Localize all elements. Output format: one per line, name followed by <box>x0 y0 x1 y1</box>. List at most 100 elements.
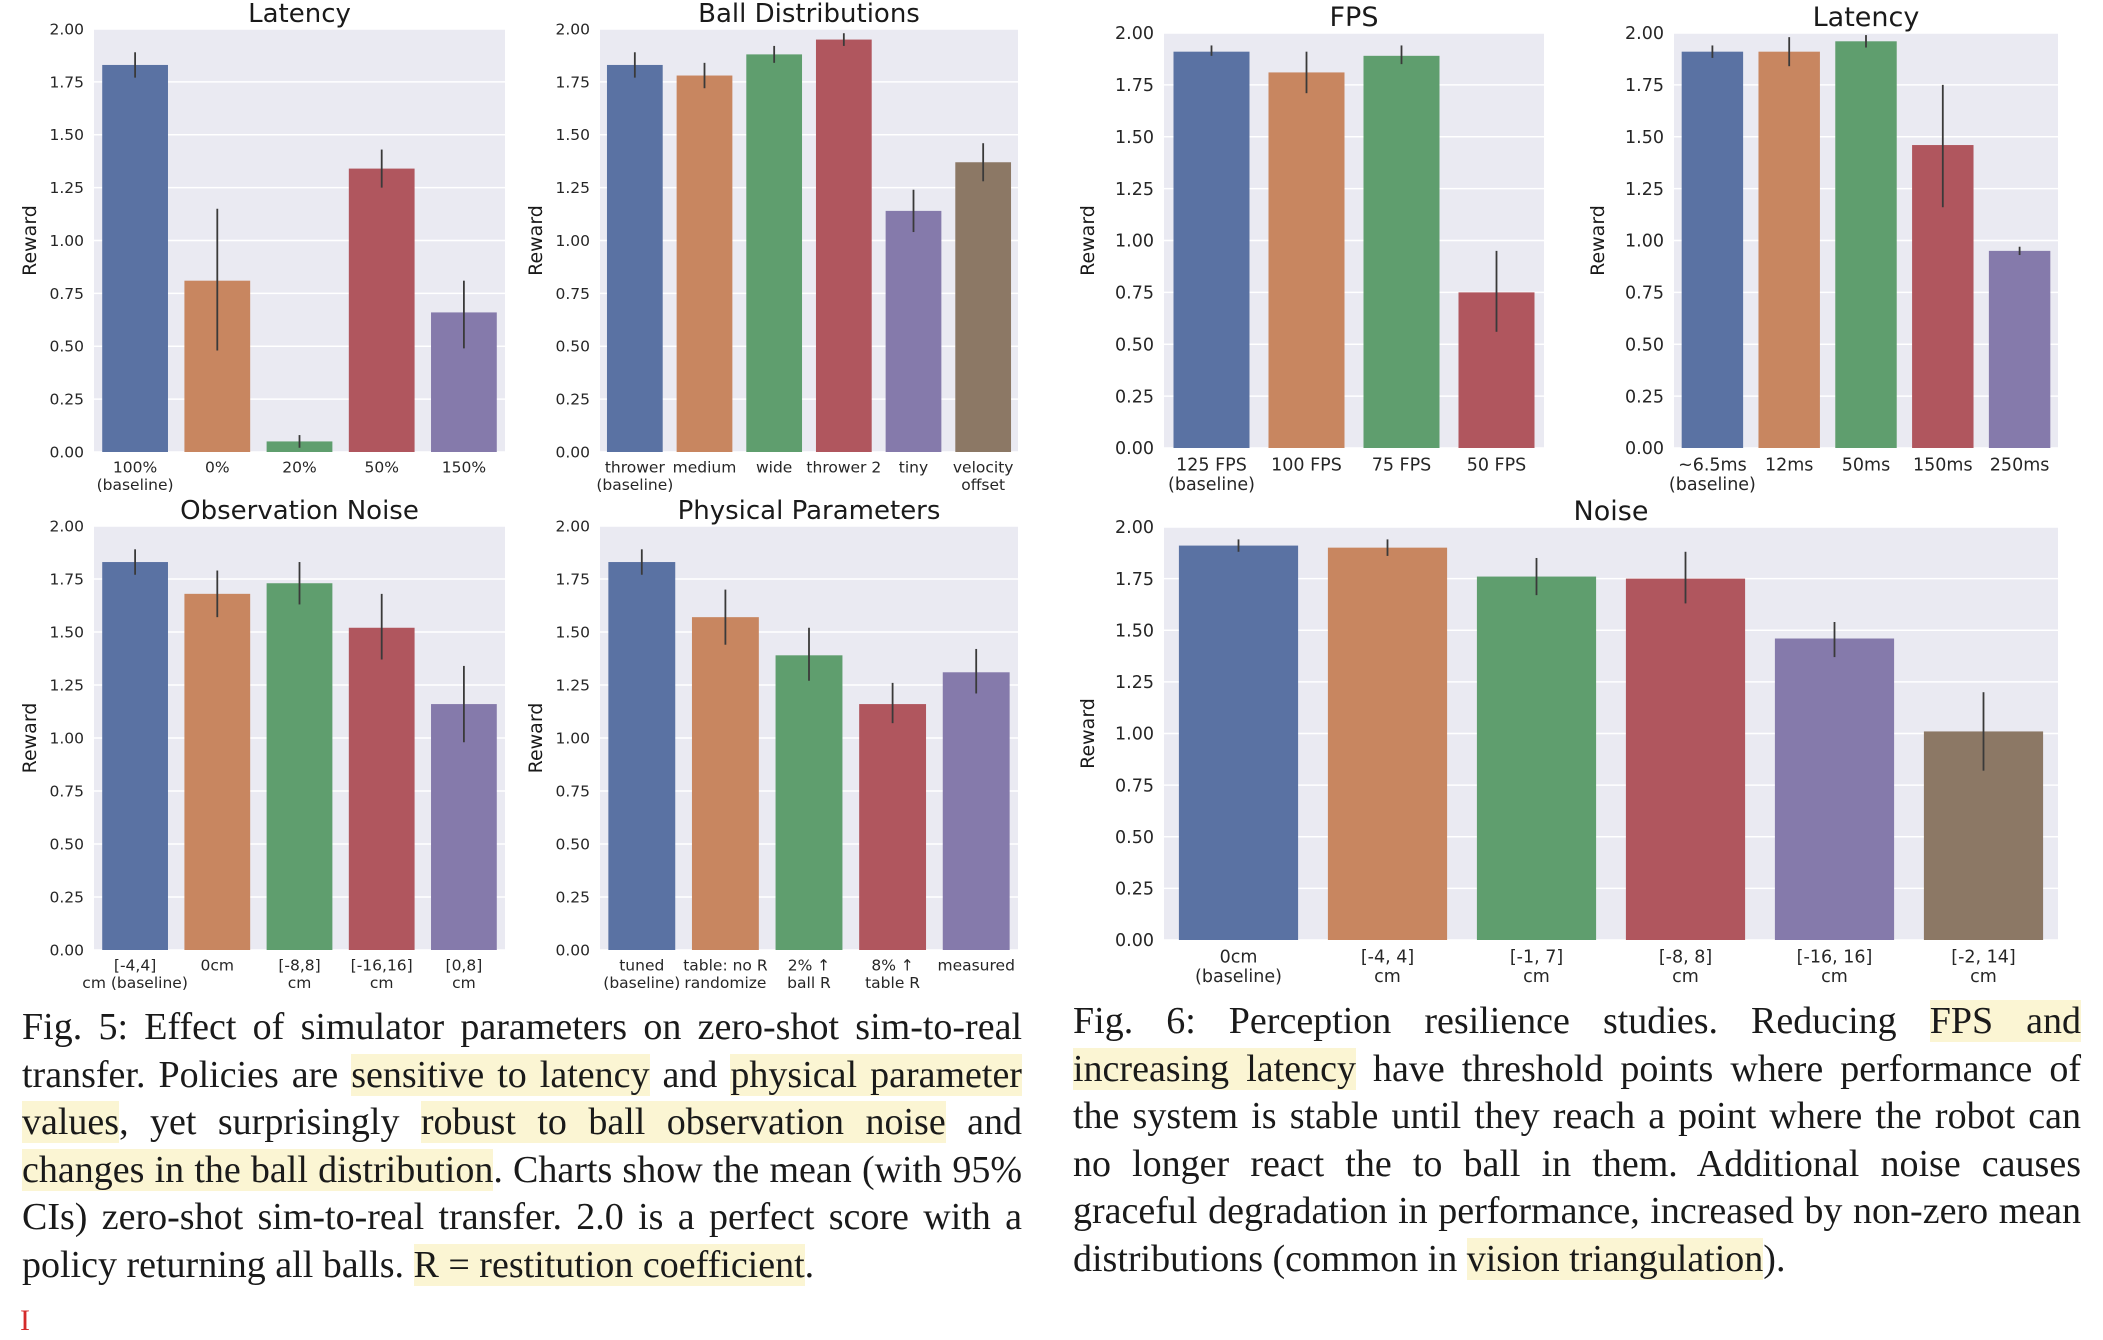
y-tick-label: 2.00 <box>555 20 590 38</box>
y-axis-label: Reward <box>1587 205 1609 276</box>
y-tick-label: 1.75 <box>555 570 590 588</box>
y-tick-label: 1.00 <box>555 729 590 747</box>
y-tick-label: 1.25 <box>49 676 84 694</box>
bar <box>1268 72 1345 449</box>
highlighted-text: robust to ball observation noise <box>420 1101 946 1143</box>
y-tick-label: 1.75 <box>1625 76 1664 96</box>
y-tick-label: 1.25 <box>49 179 84 197</box>
bar <box>1988 250 2051 448</box>
y-tick-label: 0.50 <box>555 835 590 853</box>
x-tick-label: [-4,4] <box>114 957 156 975</box>
bar <box>102 562 168 950</box>
chart-title: Noise <box>1574 496 1649 527</box>
bar <box>1681 51 1744 449</box>
x-tick-label: wide <box>756 459 792 477</box>
x-tick-label: (baseline) <box>1168 475 1255 495</box>
y-tick-label: 0.50 <box>1115 335 1154 355</box>
y-axis-label: Reward <box>1077 205 1099 276</box>
y-tick-label: 1.25 <box>1115 180 1154 200</box>
bar <box>1835 41 1897 449</box>
figure-5-caption: Fig. 5: Effect of simulator parameters o… <box>22 1004 1022 1289</box>
x-tick-label: (baseline) <box>1669 475 1756 495</box>
bar <box>746 54 803 452</box>
chart-title: Latency <box>248 0 351 29</box>
y-tick-label: 0.00 <box>1115 931 1154 951</box>
x-tick-label: 150ms <box>1913 456 1973 476</box>
bar <box>955 162 1012 452</box>
x-tick-label: [-2, 14] <box>1951 948 2016 968</box>
y-tick-label: 0.50 <box>1625 335 1664 355</box>
x-tick-label: table R <box>865 974 920 992</box>
y-tick-label: 1.00 <box>1625 232 1664 252</box>
x-tick-label: (baseline) <box>596 476 673 494</box>
x-tick-label: offset <box>961 476 1005 494</box>
y-tick-label: 0.75 <box>1115 284 1154 304</box>
chart-2: 0.00 0.25 0.50 0.75 1.00 1.25 1.50 1.75 2.00 thro… <box>525 0 1018 494</box>
y-tick-label: 1.00 <box>555 232 590 250</box>
bar <box>348 627 415 950</box>
y-tick-label: 0.75 <box>49 285 84 303</box>
y-tick-label: 1.75 <box>49 570 84 588</box>
y-tick-label: 0.75 <box>49 782 84 800</box>
y-tick-label: 2.00 <box>49 20 84 38</box>
bar <box>676 75 733 452</box>
x-tick-label: thrower 2 <box>806 459 881 477</box>
y-tick-label: 1.75 <box>1115 570 1154 590</box>
y-tick-label: 0.50 <box>49 338 84 356</box>
caption-text: have threshold points where performance … <box>1073 1047 2082 1280</box>
y-axis-label: Reward <box>19 703 41 774</box>
x-tick-label: [-4, 4] <box>1361 948 1414 968</box>
bar <box>606 64 663 452</box>
caption-text: , yet surprisingly <box>119 1101 421 1143</box>
y-tick-label: 1.75 <box>1115 76 1154 96</box>
y-tick-label: 1.00 <box>1115 232 1154 252</box>
x-tick-label: cm <box>1821 967 1848 987</box>
y-tick-label: 0.50 <box>49 835 84 853</box>
y-tick-label: 2.00 <box>1115 518 1154 538</box>
y-tick-label: 0.00 <box>49 941 84 959</box>
bar <box>184 593 251 950</box>
highlighted-text: changes in the ball distribution <box>22 1148 494 1191</box>
y-tick-label: 0.75 <box>1625 284 1664 304</box>
y-tick-label: 0.75 <box>555 285 590 303</box>
x-tick-label: 20% <box>282 459 316 477</box>
figure-6-caption: Fig. 6: Perception resilience studies. R… <box>1073 998 2081 1283</box>
y-tick-label: 0.25 <box>49 391 84 409</box>
x-tick-label: ~6.5ms <box>1678 456 1747 476</box>
y-tick-label: 1.25 <box>555 676 590 694</box>
y-tick-label: 0.00 <box>49 443 84 461</box>
x-tick-label: 75 FPS <box>1372 456 1432 476</box>
y-tick-label: 0.00 <box>555 443 590 461</box>
chart-title: Latency <box>1813 2 1920 33</box>
y-tick-label: 1.75 <box>49 73 84 91</box>
y-axis-label: Reward <box>19 205 41 276</box>
bar <box>431 704 497 950</box>
x-tick-label: cm (baseline) <box>82 974 188 992</box>
x-tick-label: 50 FPS <box>1467 456 1527 476</box>
x-tick-label: table: no R <box>683 957 768 975</box>
y-axis-label: Reward <box>525 205 547 276</box>
chart-3: 0.00 0.25 0.50 0.75 1.00 1.25 1.50 1.75 2.00 125 … <box>1077 2 1544 495</box>
y-tick-label: 0.25 <box>1115 387 1154 407</box>
y-tick-label: 1.50 <box>1115 621 1154 641</box>
bar <box>608 562 676 950</box>
y-tick-label: 2.00 <box>49 517 84 535</box>
x-tick-label: [0,8] <box>446 957 483 975</box>
x-tick-label: velocity <box>953 459 1014 477</box>
chart-7: 0.00 0.25 0.50 0.75 1.00 1.25 1.50 1.75 2.00 0cm(… <box>1077 496 2058 987</box>
x-tick-label: 100% <box>113 459 157 477</box>
y-tick-label: 1.25 <box>1625 180 1664 200</box>
x-tick-label: cm <box>1672 967 1699 987</box>
bar <box>102 64 168 452</box>
chart-6: 0.00 0.25 0.50 0.75 1.00 1.25 1.50 1.75 2.00 tune… <box>525 496 1018 992</box>
y-tick-label: 1.00 <box>1115 725 1154 745</box>
x-tick-label: cm <box>288 974 312 992</box>
chart-title: FPS <box>1330 2 1379 33</box>
y-tick-label: 0.00 <box>1115 439 1154 459</box>
y-tick-label: 1.00 <box>49 232 84 250</box>
x-tick-label: [-16,16] <box>351 957 413 975</box>
bar <box>1774 638 1895 940</box>
x-tick-label: 2% ↑ <box>788 957 831 975</box>
y-tick-label: 1.00 <box>49 729 84 747</box>
chart-4: 0.00 0.25 0.50 0.75 1.00 1.25 1.50 1.75 2.00 ~6.5… <box>1587 2 2058 495</box>
